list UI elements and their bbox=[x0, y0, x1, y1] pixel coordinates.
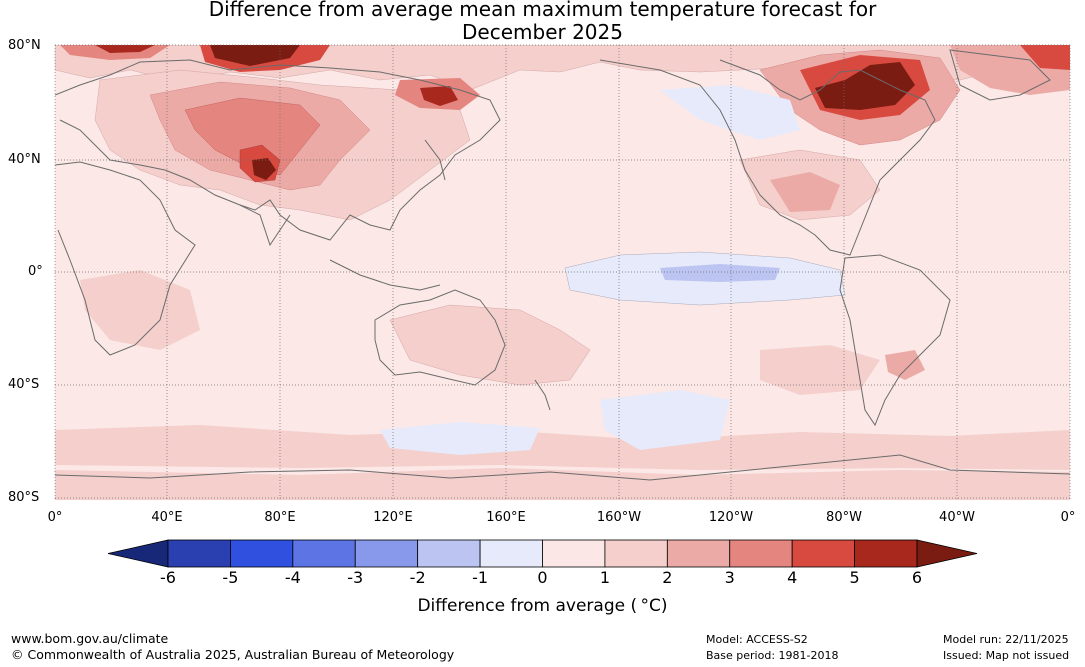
colorbar-tick-label: 4 bbox=[787, 568, 798, 587]
footer-copyright: © Commonwealth of Australia 2025, Austra… bbox=[11, 647, 455, 662]
lon-label-160e: 160°E bbox=[486, 510, 526, 525]
anomaly-region-greenland-east bbox=[1020, 45, 1070, 70]
anomaly-region-scandinavia-core bbox=[95, 45, 155, 53]
colorbar-segment bbox=[167, 539, 231, 568]
coast-indonesia bbox=[329, 259, 441, 291]
anomaly-region-gulf-mexico bbox=[770, 172, 840, 212]
colorbar-segment bbox=[354, 539, 419, 568]
lon-label-120e: 120°E bbox=[373, 510, 413, 525]
colorbar-tick-label: 1 bbox=[599, 568, 610, 587]
colorbar-segment bbox=[542, 539, 606, 568]
anomaly-region-central-asia-core bbox=[184, 97, 321, 176]
anomaly-region-antarctica bbox=[55, 468, 1070, 500]
colorbar-tick-label: 0 bbox=[537, 568, 548, 587]
colorbar-extension-high bbox=[916, 539, 978, 568]
anomaly-region-south-brazil bbox=[885, 350, 925, 380]
lat-label-equator: 0° bbox=[28, 264, 43, 279]
colorbar-segment bbox=[791, 539, 855, 568]
lon-label-120w: 120°W bbox=[708, 510, 754, 525]
anomaly-region-tibet-core bbox=[252, 158, 276, 180]
lon-label-80w: 80°W bbox=[826, 510, 862, 525]
coast-india bbox=[239, 204, 291, 247]
coast-antarctica bbox=[55, 454, 1070, 481]
map-title-line-2: December 2025 bbox=[462, 20, 623, 44]
anomaly-region-south-pacific-blue bbox=[600, 390, 730, 450]
colorbar-tick-label: -2 bbox=[409, 568, 426, 587]
temperature-anomaly-map bbox=[54, 44, 1071, 500]
coast-north-america bbox=[599, 59, 936, 256]
colorbar-tick-label: 2 bbox=[662, 568, 673, 587]
coastlines bbox=[55, 49, 1070, 481]
colorbar-segment bbox=[604, 539, 668, 568]
anomaly-region-australia bbox=[389, 304, 591, 386]
anomaly-region-southern-ocean-band bbox=[55, 425, 1070, 470]
colorbar-label: Difference from average ( °C) bbox=[417, 596, 668, 616]
anomaly-region-siberia-north-core bbox=[210, 45, 300, 66]
colorbar-segment bbox=[230, 539, 294, 568]
colorbar-tick-label: 3 bbox=[724, 568, 735, 587]
colorbar-tick-label: 5 bbox=[849, 568, 860, 587]
footer-model: Model: ACCESS-S2 bbox=[706, 633, 808, 646]
anomaly-region-east-siberia-core bbox=[420, 86, 458, 106]
colorbar-tick-label: -1 bbox=[472, 568, 489, 587]
colorbar-tick-label: -4 bbox=[284, 568, 301, 587]
footer-model-run: Model run: 22/11/2025 bbox=[943, 633, 1069, 646]
lon-label-0-right: 0° bbox=[1060, 510, 1076, 525]
colorbar-segment bbox=[729, 539, 793, 568]
colorbar-tick-label: -3 bbox=[347, 568, 364, 587]
lat-label-80s: 80°S bbox=[8, 490, 40, 505]
lat-label-40s: 40°S bbox=[8, 377, 40, 392]
lat-label-80n: 80°N bbox=[8, 38, 41, 53]
lat-label-40n: 40°N bbox=[8, 152, 41, 167]
anomaly-region-africa bbox=[80, 270, 200, 350]
lon-label-160w: 160°W bbox=[596, 510, 642, 525]
coast-greenland bbox=[949, 49, 1051, 101]
anomaly-region-equatorial-pacific-core bbox=[660, 264, 780, 282]
colorbar-extension-low bbox=[107, 539, 169, 568]
colorbar-segment bbox=[479, 539, 543, 568]
anomaly-region-north-pacific bbox=[660, 85, 800, 140]
colorbar-segment bbox=[417, 539, 481, 568]
colorbar-tick-label: -6 bbox=[160, 568, 176, 587]
anomaly-region-south-america bbox=[760, 345, 880, 395]
colorbar-segment bbox=[292, 539, 356, 568]
colorbar-tick-label: 6 bbox=[911, 568, 923, 587]
lon-label-40e: 40°E bbox=[151, 510, 183, 525]
coast-europe-asia bbox=[55, 59, 501, 241]
anomaly-region-southern-ocean-blue bbox=[380, 422, 540, 455]
footer-base-period: Base period: 1981-2018 bbox=[706, 649, 839, 662]
colorbar-segment bbox=[666, 539, 731, 568]
colorbar-tick-label: -5 bbox=[222, 568, 239, 587]
coast-south-america bbox=[839, 254, 951, 427]
graticule bbox=[54, 44, 1071, 500]
footer-issued: Issued: Map not issued bbox=[943, 649, 1070, 662]
map-title-line-1: Difference from average mean maximum tem… bbox=[208, 0, 877, 21]
coast-africa bbox=[55, 161, 196, 356]
lon-label-0-left: 0° bbox=[47, 510, 63, 525]
lon-label-40w: 40°W bbox=[939, 510, 975, 525]
footer-website[interactable]: www.bom.gov.au/climate bbox=[11, 631, 169, 646]
lon-label-80e: 80°E bbox=[264, 510, 296, 525]
anomaly-region-hudson-bay-core bbox=[815, 62, 915, 110]
colorbar-segment bbox=[854, 539, 918, 568]
coast-australia bbox=[374, 289, 506, 386]
